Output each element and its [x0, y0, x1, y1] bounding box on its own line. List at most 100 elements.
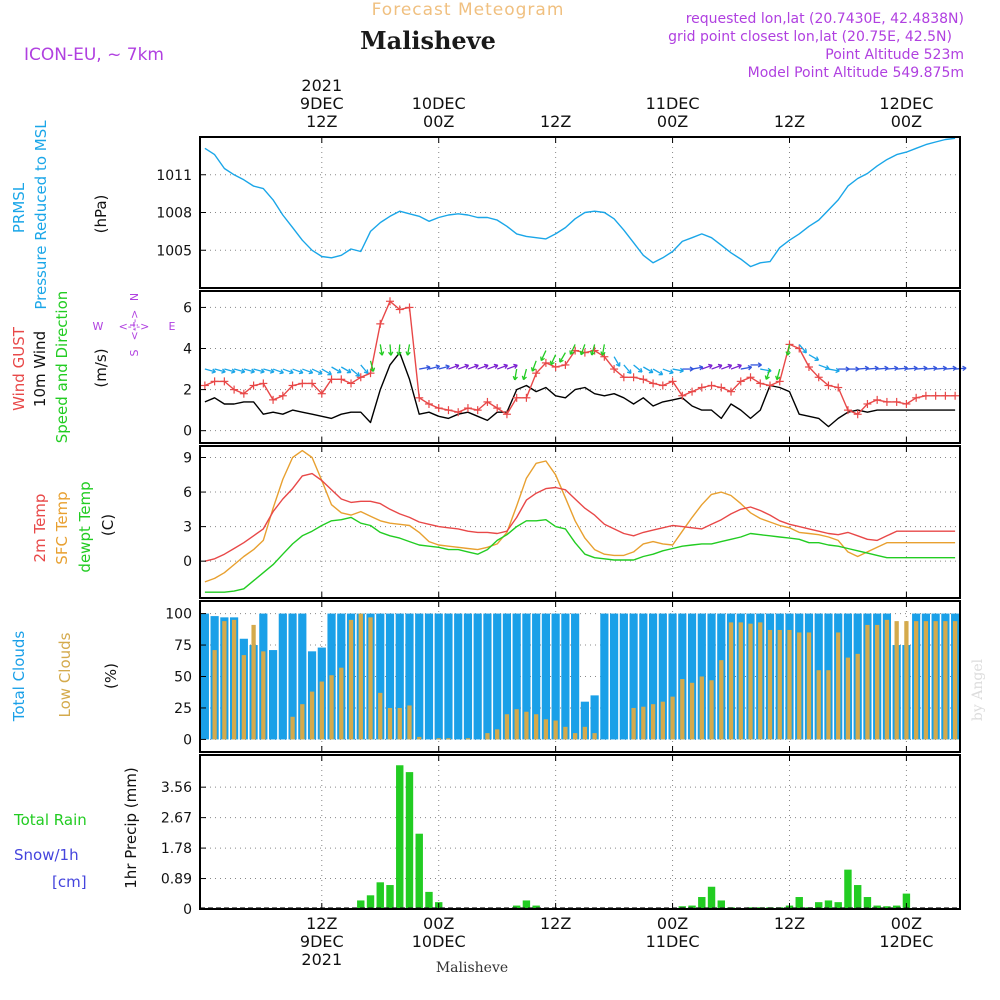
arrow-head: [280, 369, 284, 374]
arrow-head: [474, 363, 479, 366]
arrow-shaft: [691, 366, 703, 370]
wind-direction-arrow: [331, 366, 342, 374]
gust-marker: [619, 373, 628, 382]
arrow-head: [328, 370, 332, 375]
low-cloud-bar: [923, 621, 929, 740]
wind-direction-arrow: [721, 363, 733, 370]
arrow-shaft: [302, 368, 313, 374]
wind-direction-arrow: [785, 344, 791, 356]
arrow-shaft: [643, 366, 654, 374]
low-cloud-bar: [212, 650, 217, 740]
arrow-shaft: [662, 368, 674, 374]
arrow-head: [483, 363, 489, 366]
low-cloud-bar: [329, 675, 334, 740]
total-cloud-bar: [268, 650, 278, 740]
gust-marker: [921, 391, 930, 400]
top-time-label: 00Z: [423, 112, 454, 131]
arrow-shaft: [406, 344, 411, 356]
arrow-shaft: [945, 367, 957, 370]
arrow-head: [523, 376, 527, 381]
total-cloud-bar: [415, 613, 424, 740]
gust-marker: [610, 365, 619, 374]
precip-bar: [883, 906, 891, 909]
gust-marker: [395, 305, 404, 314]
arrow-shaft: [292, 368, 304, 374]
arrow-head: [864, 365, 869, 369]
gust-marker: [347, 379, 356, 388]
arrow-shaft: [224, 368, 236, 373]
arrow-head: [708, 363, 713, 366]
arrow-shaft: [233, 368, 245, 373]
gust-marker: [882, 397, 891, 406]
arrow-shaft: [340, 366, 352, 374]
low-cloud-bar: [407, 705, 412, 740]
wind-direction-arrow: [388, 344, 394, 356]
low-cloud-bar: [845, 657, 851, 740]
arrow-shaft: [477, 364, 489, 370]
low-cloud-bar: [465, 738, 471, 740]
wind-direction-arrow: [559, 352, 566, 363]
wind-direction-arrow: [253, 368, 265, 374]
arrow-head: [514, 376, 518, 381]
total-cloud-bar: [590, 695, 599, 740]
arrow-head: [426, 365, 431, 368]
wind-direction-arrow: [506, 363, 518, 370]
low-cloud-bar: [348, 619, 354, 740]
low-cloud-bar: [319, 681, 324, 740]
pressure-unit-label: (hPa): [92, 195, 110, 234]
precip-bar: [863, 897, 872, 909]
bottom-time-label: 00Z: [423, 914, 454, 933]
wind-direction-arrow: [487, 363, 499, 370]
low-cloud-bar: [952, 621, 958, 740]
low-cloud-bar: [417, 736, 422, 740]
gust-marker: [444, 406, 453, 415]
low-cloud-bar: [894, 621, 899, 740]
arrow-shaft: [828, 368, 840, 372]
temp-dewpt-label: dewpt Temp: [76, 481, 94, 572]
low-cloud-bar: [758, 622, 763, 740]
precip-bar: [834, 902, 842, 909]
wind-direction-arrow: [589, 344, 596, 356]
precip-bar: [707, 886, 716, 909]
total-cloud-bar: [424, 613, 434, 740]
low-cloud-bar: [446, 738, 451, 740]
precip-bar: [824, 900, 833, 909]
precip-bar: [366, 895, 375, 909]
bottom-time-label: 12Z: [306, 914, 337, 933]
top-time-label: 12Z: [774, 112, 805, 131]
arrow-head: [398, 351, 402, 356]
low-cloud-bar: [650, 704, 656, 740]
top-time-label: 9DEC: [300, 94, 344, 113]
gust-marker: [746, 373, 755, 382]
wind-direction-arrow: [496, 363, 509, 370]
bottom-time-label: 2021: [301, 950, 342, 969]
clouds-unit-label: (%): [102, 663, 120, 689]
low-cloud-bar: [572, 733, 578, 740]
low-cloud-bar: [719, 660, 724, 740]
arrow-shaft: [360, 364, 369, 374]
arrow-head: [251, 368, 255, 373]
top-time-label: 11DEC: [646, 94, 700, 113]
gust-marker: [298, 379, 307, 388]
top-time-label: 10DEC: [412, 94, 466, 113]
precip-bar: [396, 765, 404, 909]
y-tick-label: 0.89: [161, 872, 192, 888]
wind-direction-arrow: [340, 366, 352, 374]
wind-direction-arrow: [448, 363, 460, 370]
gust-marker: [902, 399, 911, 408]
wind-direction-arrow: [623, 364, 632, 374]
gust-marker: [863, 399, 872, 408]
wind-direction-arrow: [292, 368, 304, 375]
total-cloud-bar: [444, 613, 453, 740]
arrow-shaft: [496, 364, 508, 370]
arrow-head: [319, 369, 323, 375]
low-cloud-bar: [865, 624, 870, 740]
top-time-label: 00Z: [891, 112, 922, 131]
total-cloud-bar: [551, 613, 560, 740]
sfc-temp-line: [204, 449, 956, 583]
wind-direction-arrow: [369, 360, 376, 372]
wind-direction-arrow: [282, 368, 294, 375]
wind-direction-arrow: [730, 363, 742, 370]
arrow-shaft: [740, 366, 752, 370]
